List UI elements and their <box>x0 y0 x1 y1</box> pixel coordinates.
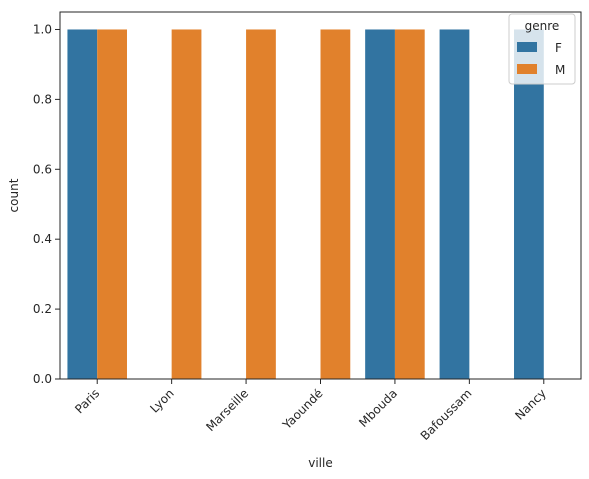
y-tick-label: 0.2 <box>33 302 52 316</box>
legend-swatch-M <box>517 64 537 74</box>
legend-items: FM <box>517 41 565 77</box>
bar-M-Paris <box>97 29 127 379</box>
y-tick-label: 0.0 <box>33 372 52 386</box>
bar-M-Mbouda <box>394 29 425 379</box>
legend: genre FM <box>508 13 576 85</box>
legend-title: genre <box>525 19 560 33</box>
bar-F-Nancy <box>514 29 544 379</box>
legend-swatch-F <box>517 42 537 52</box>
bars-layer <box>67 29 544 379</box>
y-tick-label: 0.8 <box>33 92 52 106</box>
y-axis-ticks: 0.0 0.2 0.4 0.6 0.8 1.0 <box>33 22 60 386</box>
y-tick-label: 0.6 <box>33 162 52 176</box>
legend-label-F: F <box>555 41 562 55</box>
bar-F-Mbouda <box>365 29 395 379</box>
y-tick-label: 1.0 <box>33 22 52 36</box>
y-tick-label: 0.4 <box>33 232 52 246</box>
bar-M-Lyon <box>171 29 202 379</box>
bar-F-Paris <box>67 29 98 379</box>
bar-M-Marseille <box>246 29 276 379</box>
bar-F-Bafoussam <box>439 29 470 379</box>
x-axis-title: ville <box>308 456 333 470</box>
bar-M-Yaoundé <box>320 29 351 379</box>
plot-frame <box>59 11 582 380</box>
y-axis-title: count <box>7 178 21 212</box>
legend-label-M: M <box>555 63 565 77</box>
